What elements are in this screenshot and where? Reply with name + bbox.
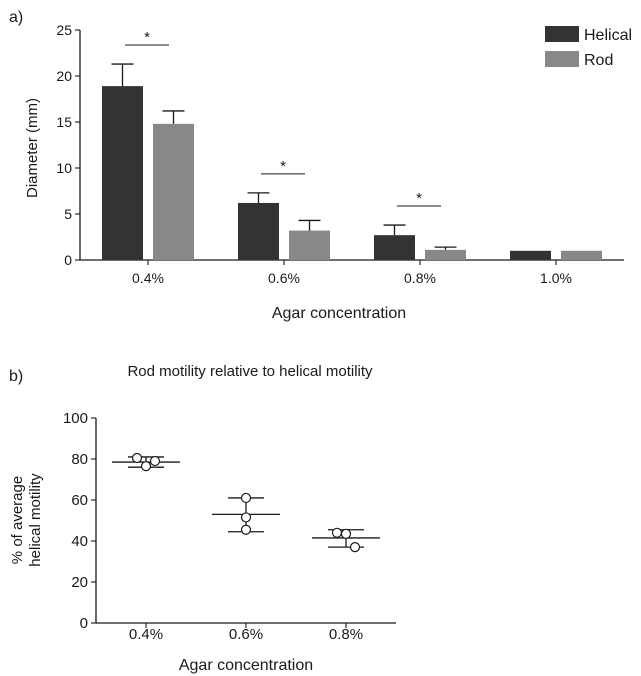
- panel-a-legend: Helical Rod: [545, 26, 632, 69]
- panel-b-y-tick-label: 80: [71, 451, 88, 468]
- panel-a-y-tick-label: 10: [56, 160, 72, 176]
- panel-a-bar-rod: [289, 230, 330, 260]
- panel-a: a) Diameter (mm) Agar concentration 0 5 10…: [9, 9, 632, 322]
- panel-a-bar-helical: [102, 86, 143, 261]
- panel-b-y-tick-label: 40: [71, 533, 88, 550]
- panel-b-data-point: [331, 527, 343, 538]
- panel-a-significance-marker: *: [280, 158, 286, 175]
- panel-b-label: b): [9, 368, 23, 385]
- panel-a-significance-marker: *: [144, 29, 150, 46]
- panel-b-x-tick-label: 0.4%: [129, 626, 163, 643]
- panel-a-bar-helical: [510, 250, 551, 260]
- panel-b-data-point: [240, 492, 252, 504]
- panel-b-data-point: [340, 528, 352, 539]
- panel-a-bar-rod: [153, 123, 194, 260]
- panel-a-label: a): [9, 9, 23, 26]
- panel-b-x-axis-label: Agar concentration: [179, 657, 313, 674]
- panel-a-x-tick-label: 1.0%: [540, 270, 572, 286]
- panel-a-significance-marker: *: [416, 190, 422, 207]
- panel-a-legend-swatch-helical: [545, 26, 579, 42]
- panel-a-y-tick-label: 25: [56, 22, 72, 38]
- panel-a-bar-rod: [561, 250, 602, 260]
- panel-b-x-tick-label: 0.6%: [229, 626, 263, 643]
- panel-a-y-tick-label: 15: [56, 114, 72, 130]
- panel-a-legend-label-helical: Helical: [584, 27, 632, 44]
- panel-b-y-axis-label-line2: helical motility: [27, 473, 44, 567]
- panel-a-bar-helical: [238, 202, 279, 260]
- panel-b-data-point: [131, 452, 143, 464]
- panel-b-y-tick-label: 60: [71, 492, 88, 509]
- panel-a-y-axis-label: Diameter (mm): [24, 98, 41, 198]
- panel-b-y-axis-label-line1: % of average: [9, 476, 26, 564]
- panel-a-y-tick-label: 20: [56, 68, 72, 84]
- panel-a-plot-area: 0 5 10 15 20 25 0.4% 0.6% 0.8% 1.0% * * *: [56, 22, 624, 286]
- panel-a-x-axis-label: Agar concentration: [272, 305, 406, 322]
- panel-a-legend-label-rod: Rod: [584, 52, 613, 69]
- panel-b: b) Rod motility relative to helical moti…: [9, 363, 396, 674]
- panel-a-x-tick-label: 0.6%: [268, 270, 300, 286]
- panel-b-data-point: [240, 524, 252, 535]
- panel-a-x-tick-label: 0.4%: [132, 270, 164, 286]
- panel-a-bar-helical: [374, 235, 415, 260]
- panel-b-data-point: [149, 455, 161, 467]
- panel-b-data-point: [349, 542, 361, 553]
- panel-a-bar-rod: [425, 249, 466, 260]
- panel-a-legend-swatch-rod: [545, 51, 579, 67]
- panel-b-data-point: [240, 512, 252, 523]
- panel-b-data-point: [140, 461, 152, 472]
- panel-b-x-tick-label: 0.8%: [329, 626, 363, 643]
- panel-a-y-tick-label: 0: [64, 252, 72, 268]
- panel-a-y-tick-label: 5: [64, 206, 72, 222]
- panel-b-y-tick-label: 0: [80, 615, 88, 632]
- panel-b-plot-area: 0 20 40 60 80 100 0.4% 0.6% 0.8%: [63, 410, 396, 643]
- panel-b-y-tick-label: 100: [63, 410, 88, 427]
- panel-a-x-tick-label: 0.8%: [404, 270, 436, 286]
- panel-b-title: Rod motility relative to helical motilit…: [127, 363, 373, 380]
- panel-b-y-tick-label: 20: [71, 574, 88, 591]
